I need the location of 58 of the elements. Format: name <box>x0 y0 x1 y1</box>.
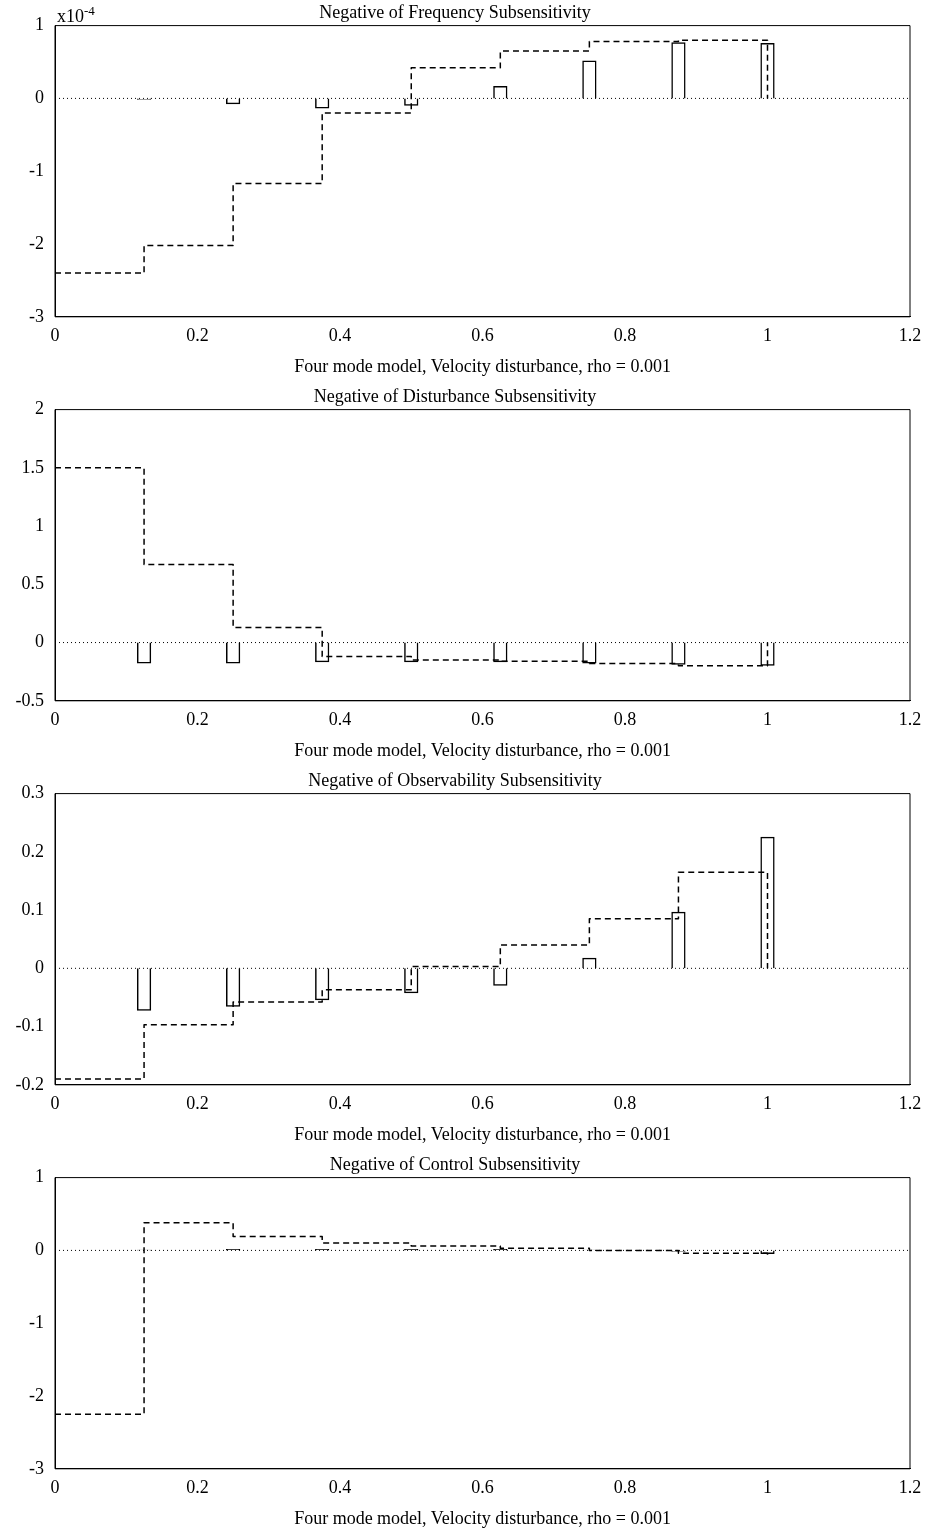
x-tick-label: 1.2 <box>898 1477 922 1498</box>
x-tick-label: 0 <box>50 709 60 730</box>
x-tick-label: 0 <box>50 1477 60 1498</box>
y-tick-label: 0.2 <box>21 840 44 861</box>
x-tick-label: 0.8 <box>613 1093 637 1114</box>
x-tick-label: 0 <box>50 1093 60 1114</box>
x-tick-label: 0.6 <box>471 709 494 730</box>
x-tick-label: 0.8 <box>613 1477 637 1498</box>
chart-title: Negative of Frequency Subsensitivity <box>319 1 591 22</box>
chart-title: Negative of Control Subsensitivity <box>329 1153 581 1174</box>
x-tick-label: 1 <box>763 1093 772 1114</box>
y-tick-label: 0 <box>35 87 44 108</box>
x-tick-label: 1 <box>763 1477 772 1498</box>
y-tick-label: -1 <box>29 159 44 180</box>
x-tick-label: 0.4 <box>328 325 352 346</box>
x-axis-title: Four mode model, Velocity disturbance, rho = 0.001 <box>294 1507 671 1528</box>
chart-title: Negative of Observability Subsensitivity <box>308 769 602 790</box>
x-tick-label: 1.2 <box>898 709 922 730</box>
y-tick-label: -2 <box>29 232 44 253</box>
x-tick-label: 0.2 <box>186 1093 209 1114</box>
y-tick-label: 1 <box>35 514 44 535</box>
y-tick-label: 1 <box>35 1166 44 1187</box>
x-tick-label: 0.6 <box>471 325 494 346</box>
y-tick-label: -0.5 <box>15 689 44 710</box>
y-tick-label: 0.1 <box>21 898 44 919</box>
y-tick-label: 0.5 <box>21 573 44 594</box>
y-tick-label: 0 <box>35 631 44 652</box>
y-tick-label: -3 <box>29 305 44 326</box>
x-tick-label: 0.6 <box>471 1093 494 1114</box>
y-tick-label: -0.2 <box>15 1073 44 1094</box>
x-tick-label: 0.2 <box>186 1477 209 1498</box>
y-tick-label: 0 <box>35 957 44 978</box>
x-tick-label: 1 <box>763 709 772 730</box>
y-tick-label: -1 <box>29 1311 44 1332</box>
x-tick-label: 0 <box>50 325 60 346</box>
y-tick-label: 1 <box>35 14 44 35</box>
x-tick-label: 0.2 <box>186 325 209 346</box>
y-tick-label: 2 <box>35 398 44 419</box>
x-tick-label: 0.4 <box>328 1477 352 1498</box>
x-tick-label: 1.2 <box>898 325 922 346</box>
x-tick-label: 0.8 <box>613 709 637 730</box>
x-tick-label: 1.2 <box>898 1093 922 1114</box>
x-tick-label: 0.8 <box>613 325 637 346</box>
x-tick-label: 0.6 <box>471 1477 494 1498</box>
x-tick-label: 1 <box>763 325 772 346</box>
x-tick-label: 0.4 <box>328 709 352 730</box>
x-axis-title: Four mode model, Velocity disturbance, rho = 0.001 <box>294 739 671 760</box>
y-tick-label: 0.3 <box>21 782 44 803</box>
y-tick-label: 1.5 <box>21 456 44 477</box>
y-tick-label: -3 <box>29 1457 44 1478</box>
x-axis-title: Four mode model, Velocity disturbance, rho = 0.001 <box>294 1123 671 1144</box>
x-tick-label: 0.2 <box>186 709 209 730</box>
chart-title: Negative of Disturbance Subsensitivity <box>313 385 597 406</box>
x-axis-title: Four mode model, Velocity disturbance, rho = 0.001 <box>294 355 671 376</box>
y-tick-label: -0.1 <box>15 1015 44 1036</box>
x-tick-label: 0.4 <box>328 1093 352 1114</box>
y-tick-label: -2 <box>29 1384 44 1405</box>
y-tick-label: 0 <box>35 1239 44 1260</box>
